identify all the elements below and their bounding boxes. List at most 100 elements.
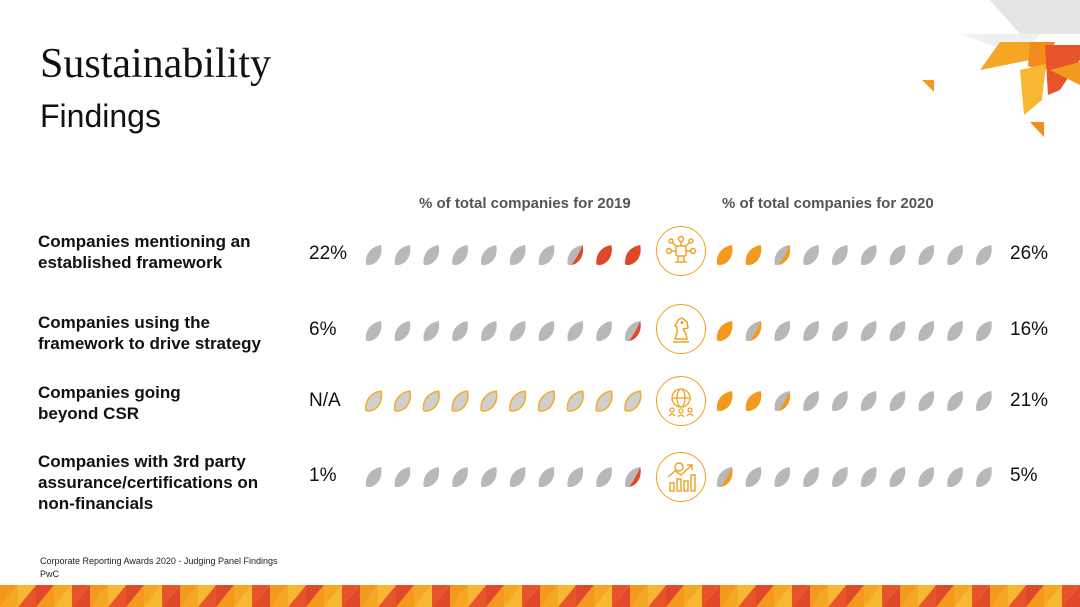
footer-brand: PwC xyxy=(40,569,60,579)
leaf-2020 xyxy=(716,467,733,487)
leaf-2019 xyxy=(625,467,641,487)
leaf-2019 xyxy=(394,467,411,487)
band-segment xyxy=(36,585,54,607)
leaf-2020 xyxy=(803,245,819,265)
band-segment xyxy=(1026,585,1044,607)
leaf-2019 xyxy=(452,245,468,265)
band-segment xyxy=(90,585,108,607)
pct-2020: 21% xyxy=(1010,390,1049,411)
band-segment xyxy=(396,585,414,607)
leaf-2019 xyxy=(452,321,468,341)
band-segment xyxy=(0,585,18,607)
band-segment xyxy=(882,585,900,607)
band-segment xyxy=(486,585,504,607)
band-segment xyxy=(522,585,540,607)
leaf-2019 xyxy=(538,321,555,341)
leaf-2019 xyxy=(625,245,641,265)
band-segment xyxy=(504,585,522,607)
pct-2020: 26% xyxy=(1010,243,1049,264)
footer: Corporate Reporting Awards 2020 - Judgin… xyxy=(40,555,277,581)
leaf-row xyxy=(365,467,992,487)
leaf-2020 xyxy=(947,321,963,341)
band-segment xyxy=(792,585,810,607)
band-segment xyxy=(720,585,738,607)
leaf-2019 xyxy=(480,390,498,412)
leaf-row xyxy=(365,321,992,341)
leaf-2019 xyxy=(452,467,468,487)
band-segment xyxy=(576,585,594,607)
leaf-2019 xyxy=(566,390,584,412)
leaf-2019 xyxy=(509,245,526,265)
band-segment xyxy=(666,585,684,607)
pct-2020: 16% xyxy=(1010,319,1049,340)
band-segment xyxy=(144,585,162,607)
band-segment xyxy=(954,585,972,607)
leaf-2020 xyxy=(745,467,762,487)
band-segment xyxy=(324,585,342,607)
leaf-2020 xyxy=(803,321,819,341)
column-header-2019: % of total companies for 2019 xyxy=(419,195,631,212)
leaf-2019 xyxy=(365,467,382,487)
band-segment xyxy=(234,585,252,607)
leaf-2020 xyxy=(774,467,791,487)
leaf-2019 xyxy=(481,321,497,341)
leaf-2019 xyxy=(538,467,555,487)
leaf-2020 xyxy=(918,245,935,265)
leaf-2019 xyxy=(481,467,497,487)
leaf-2020 xyxy=(716,321,733,341)
leaf-2019 xyxy=(422,390,440,412)
leaf-2019 xyxy=(596,321,612,341)
band-segment xyxy=(828,585,846,607)
leaf-2019 xyxy=(538,245,555,265)
leaf-2020 xyxy=(860,245,877,265)
leaf-2020 xyxy=(889,467,906,487)
globe-people-icon xyxy=(656,376,706,426)
band-segment xyxy=(630,585,648,607)
leaf-2020 xyxy=(803,467,819,487)
leaf-2019 xyxy=(423,467,440,487)
leaf-2019 xyxy=(365,321,382,341)
band-segment xyxy=(702,585,720,607)
leaf-2020 xyxy=(832,245,848,265)
band-segment xyxy=(72,585,90,607)
band-segment xyxy=(270,585,288,607)
band-segment xyxy=(936,585,954,607)
leaf-2020 xyxy=(832,391,848,411)
leaf-2020 xyxy=(976,391,992,411)
leaf-2019 xyxy=(394,245,411,265)
band-segment xyxy=(252,585,270,607)
leaf-2019 xyxy=(394,321,411,341)
band-segment xyxy=(990,585,1008,607)
band-segment xyxy=(126,585,144,607)
leaf-2020 xyxy=(745,391,762,411)
leaf-2020 xyxy=(918,321,935,341)
leaf-2019 xyxy=(509,321,526,341)
band-segment xyxy=(216,585,234,607)
band-segment xyxy=(738,585,756,607)
leaf-2020 xyxy=(889,391,906,411)
leaf-2020 xyxy=(918,391,935,411)
chess-knight-icon xyxy=(656,304,706,354)
leaf-2020 xyxy=(774,321,791,341)
leaf-2020 xyxy=(947,467,963,487)
leaf-2019 xyxy=(365,245,382,265)
leaf-2020 xyxy=(832,467,848,487)
leaf-2020 xyxy=(976,245,992,265)
leaf-2019 xyxy=(567,321,584,341)
leaf-2019 xyxy=(365,390,383,412)
band-segment xyxy=(900,585,918,607)
band-segment xyxy=(288,585,306,607)
row-label: Companies mentioning an established fram… xyxy=(38,232,251,272)
leaf-2019 xyxy=(595,390,613,412)
network-diagram-icon xyxy=(656,226,706,276)
band-segment xyxy=(846,585,864,607)
row-label: Companies using the framework to drive s… xyxy=(38,313,261,353)
band-segment xyxy=(918,585,936,607)
band-segment xyxy=(1062,585,1080,607)
leaf-2020 xyxy=(832,321,848,341)
band-segment xyxy=(468,585,486,607)
leaf-2019 xyxy=(596,245,612,265)
leaf-2019 xyxy=(393,390,412,412)
leaf-2020 xyxy=(745,245,762,265)
band-segment xyxy=(198,585,216,607)
